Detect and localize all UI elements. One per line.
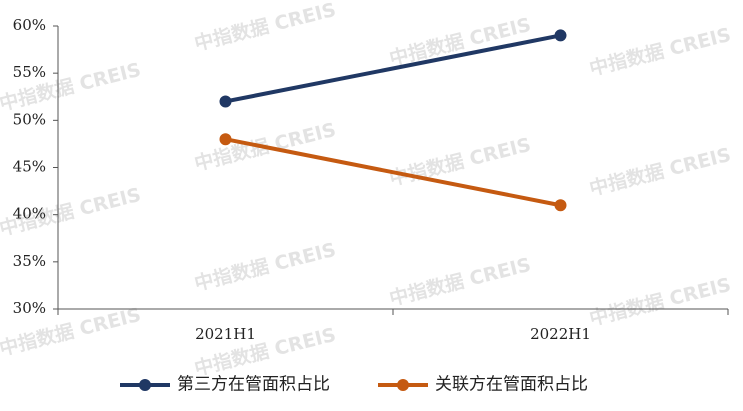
- legend-marker: [397, 379, 409, 391]
- x-tick-label: 2021H1: [195, 325, 256, 343]
- point: [219, 95, 232, 108]
- y-tick-label: 55%: [13, 63, 46, 81]
- watermarks: 中指数据 CREIS 中指数据 CREIS 中指数据 CREIS 中指数据 CREIS…: [0, 0, 733, 380]
- series-line: [225, 33, 561, 104]
- point: [554, 29, 567, 42]
- legend-label: 关联方在管面积占比: [435, 375, 588, 395]
- watermark: 中指数据 CREIS: [587, 143, 733, 200]
- watermark: 中指数据 CREIS: [192, 0, 338, 55]
- legend-label: 第三方在管面积占比: [177, 375, 330, 395]
- y-tick-label: 35%: [13, 252, 46, 270]
- watermark: 中指数据 CREIS: [387, 133, 533, 190]
- y-tick-label: 50%: [13, 110, 46, 128]
- y-tick-label: 45%: [13, 158, 46, 176]
- watermark: 中指数据 CREIS: [192, 238, 338, 295]
- series-line: [225, 137, 561, 208]
- y-tick-label: 40%: [13, 205, 46, 223]
- y-tick-label: 30%: [13, 299, 46, 317]
- watermark: 中指数据 CREIS: [587, 23, 733, 80]
- y-tick-label: 60%: [13, 16, 46, 34]
- watermark: 中指数据 CREIS: [587, 273, 733, 330]
- point: [554, 199, 567, 212]
- point: [219, 133, 232, 146]
- x-tick-label: 2022H1: [530, 325, 591, 343]
- legend-marker: [139, 379, 151, 391]
- watermark: 中指数据 CREIS: [387, 13, 533, 70]
- watermark: 中指数据 CREIS: [387, 253, 533, 310]
